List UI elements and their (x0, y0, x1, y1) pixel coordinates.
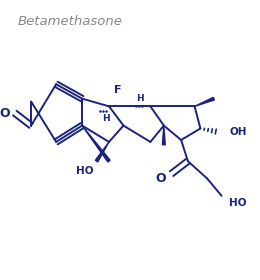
Polygon shape (95, 142, 109, 162)
Polygon shape (162, 125, 165, 145)
Text: OH: OH (229, 127, 247, 137)
Polygon shape (82, 125, 110, 162)
Text: HO: HO (229, 197, 247, 207)
Text: O: O (0, 107, 10, 120)
Text: HO: HO (76, 166, 94, 176)
Text: H: H (102, 114, 110, 123)
Polygon shape (194, 97, 214, 106)
Text: H: H (136, 94, 144, 103)
Text: F: F (114, 85, 121, 95)
Text: Betamethasone: Betamethasone (18, 15, 122, 28)
Text: O: O (156, 172, 166, 185)
